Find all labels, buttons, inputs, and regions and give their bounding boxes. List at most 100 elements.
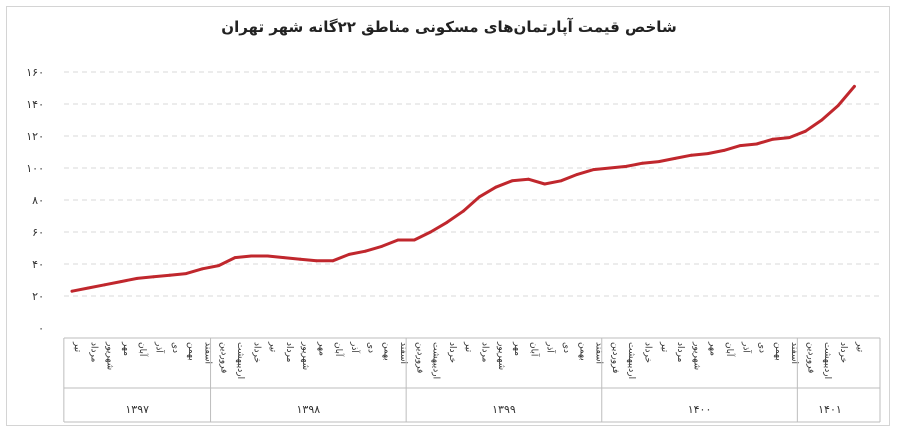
y-tick-label: ۲۰ [32, 290, 44, 303]
data-point [722, 149, 726, 152]
data-point [641, 161, 644, 165]
x-tick-label: تیر [463, 341, 473, 353]
x-tick-label: شهریور [300, 341, 310, 370]
data-point [608, 166, 612, 170]
data-point [347, 253, 351, 256]
x-tick-label: مهر [121, 341, 131, 356]
x-tick-label: خرداد [447, 342, 457, 363]
x-group-label: ۱۳۹۷ [125, 403, 149, 416]
y-tick-label: ۰ [38, 322, 44, 335]
data-point [396, 238, 400, 242]
data-point [771, 137, 775, 141]
data-point [738, 144, 742, 148]
data-point [364, 249, 367, 253]
data-point [478, 195, 481, 199]
x-tick-label: مرداد [480, 342, 490, 362]
x-tick-label: مهر [708, 341, 718, 356]
x-tick-label: آبان [137, 342, 149, 357]
x-axis: تیر مرداد شهریور مهر آبان آذر دی بهمن اسفند فرورد… [63, 337, 881, 423]
y-tick-label: ۱۴۰ [26, 98, 44, 111]
data-point [755, 142, 758, 146]
data-point [624, 165, 628, 168]
y-tick-label: ۱۰۰ [26, 162, 44, 175]
x-tick-label: فروردین [414, 342, 424, 373]
x-tick-label: دی [561, 342, 571, 353]
x-group-label: ۱۴۰۰ [688, 403, 712, 416]
x-tick-label: اردیبهشت [235, 342, 245, 379]
data-point [543, 182, 547, 186]
y-tick-label: ۴۰ [32, 258, 44, 271]
data-point [119, 280, 123, 283]
x-tick-label: خرداد [251, 342, 261, 363]
data-point [217, 264, 221, 267]
data-point [445, 221, 449, 224]
x-tick-label: بهمن [382, 342, 392, 361]
data-point [461, 209, 465, 213]
x-tick-label: مرداد [88, 342, 98, 362]
y-tick-label: ۱۲۰ [26, 130, 44, 143]
x-tick-label: بهمن [186, 342, 196, 361]
data-point [70, 289, 74, 293]
data-point [103, 283, 106, 287]
data-point [853, 85, 856, 88]
x-tick-label: تیر [854, 341, 864, 353]
data-point [184, 272, 188, 275]
data-point [429, 230, 432, 234]
x-tick-label: دی [365, 342, 375, 353]
chart-title: شاخص قیمت آپارتمان‌های مسکونی مناطق ۲۲گا… [221, 18, 677, 36]
series-line [70, 84, 856, 293]
data-point [836, 104, 840, 107]
x-tick-label: اسفند [789, 342, 799, 364]
x-tick-label: خرداد [838, 342, 848, 363]
x-tick-label: آذر [740, 341, 752, 353]
x-tick-label: تیر [72, 341, 82, 353]
x-tick-label: فروردین [610, 342, 620, 373]
data-point [559, 179, 563, 183]
x-tick-label: اسفند [202, 342, 212, 364]
data-point [804, 129, 807, 133]
data-point [657, 160, 661, 164]
x-tick-label: مهر [512, 341, 522, 356]
data-point [673, 157, 677, 160]
x-tick-label: خرداد [643, 342, 653, 363]
x-tick-label: مرداد [284, 342, 294, 362]
gridlines [64, 71, 880, 297]
data-point [510, 179, 514, 183]
x-tick-label: تیر [268, 341, 278, 353]
x-tick-label: آبان [528, 342, 540, 357]
data-point [706, 152, 710, 156]
data-point [494, 185, 498, 189]
x-tick-label: آبان [333, 342, 345, 357]
x-tick-label: فروردین [806, 342, 816, 373]
x-tick-label: آذر [545, 341, 557, 353]
data-point [527, 177, 530, 181]
x-tick-label: اردیبهشت [822, 342, 832, 379]
data-point [233, 256, 237, 259]
x-group-label: ۱۳۹۹ [492, 403, 516, 416]
data-point [315, 259, 318, 263]
x-tick-label: آبان [724, 342, 736, 357]
data-point [787, 136, 791, 140]
x-tick-label: تیر [659, 341, 669, 353]
x-tick-label: مهر [317, 341, 327, 356]
y-axis-tick-labels: ۰ ۲۰ ۴۰ ۶۰ ۸۰ ۱۰۰ ۱۲۰ ۱۴۰ ۱۶۰ [26, 66, 44, 335]
y-tick-label: ۱۶۰ [26, 66, 44, 79]
x-tick-label: آذر [349, 341, 361, 353]
data-point [201, 267, 204, 271]
x-tick-label: اسفند [594, 342, 604, 364]
x-tick-label: شهریور [105, 341, 115, 370]
data-point [820, 118, 824, 122]
data-point [690, 153, 693, 157]
data-point [282, 256, 286, 259]
data-point [86, 286, 90, 290]
x-tick-label: شهریور [691, 341, 701, 370]
series-line-group [70, 84, 856, 293]
x-group-label: ۱۳۹۸ [297, 403, 321, 416]
x-group-label: ۱۴۰۱ [818, 403, 842, 416]
data-point [575, 173, 579, 176]
y-tick-label: ۸۰ [32, 194, 44, 207]
data-point [152, 275, 155, 279]
data-point [168, 273, 172, 277]
data-point [331, 259, 335, 263]
